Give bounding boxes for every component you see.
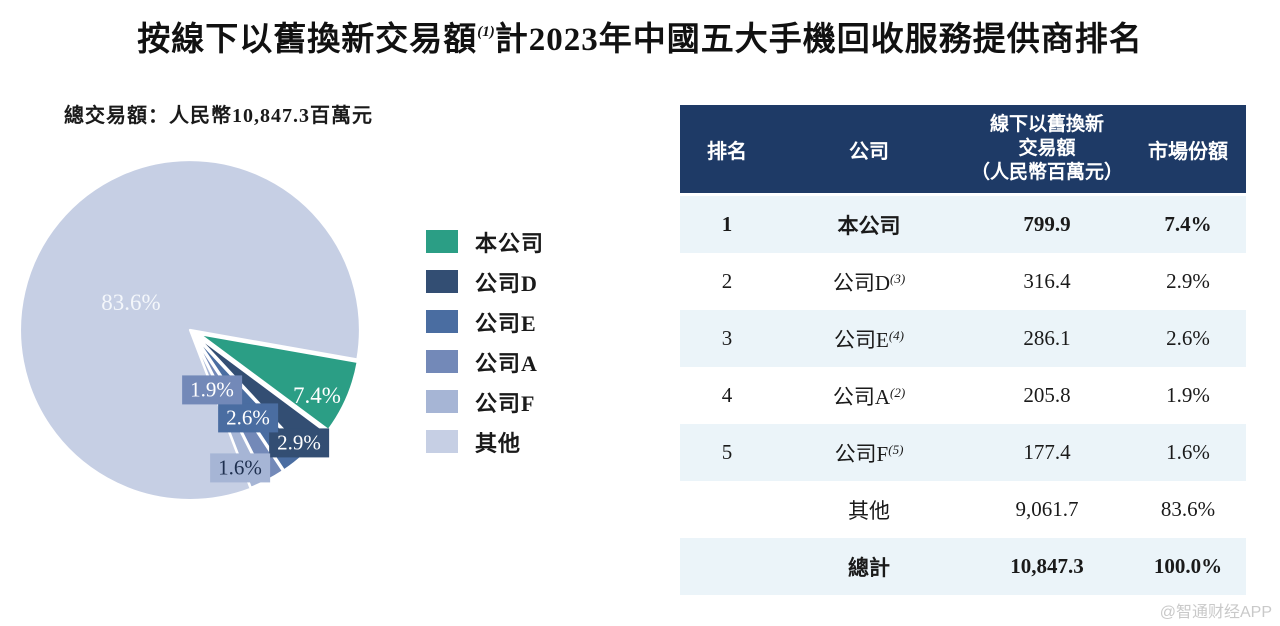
pie-chart: 7.4% 2.9% 2.6% 1.9% 1.6% 83.6% [20, 160, 360, 500]
table-row: 其他 9,061.7 83.6% [680, 481, 1246, 538]
header-transaction-value: 線下以舊換新 交易額 （人民幣百萬元） [964, 113, 1130, 184]
table-row: 3 公司E(4) 286.1 2.6% [680, 310, 1246, 367]
pie-chart-svg [20, 160, 360, 500]
cell-company: 總計 [848, 555, 890, 580]
legend-swatch [426, 270, 458, 293]
table-row: 1 本公司 799.9 7.4% [680, 196, 1246, 253]
pie-legend: 本公司公司D 公司E 公司A 公司F 其他 [426, 230, 544, 456]
header-rank: 排名 [707, 140, 747, 163]
legend-item-5: 公司F [426, 390, 544, 416]
table-header-row: 排名 公司 線下以舊換新 交易額 （人民幣百萬元） 市場份額 [680, 105, 1246, 193]
legend-item-3: 公司E [426, 310, 544, 336]
table-row: 4 公司A(2) 205.8 1.9% [680, 367, 1246, 424]
cell-transaction-value: 10,847.3 [1010, 554, 1084, 578]
cell-company-footnote: (2) [890, 384, 906, 400]
title-footnote-superscript: (1) [477, 24, 495, 40]
total-transaction-label: 總交易額：人民幣10,847.3百萬元 [64, 105, 373, 127]
legend-swatch [426, 430, 458, 453]
legend-item-2: 公司D [426, 270, 544, 296]
cell-transaction-value: 177.4 [1023, 440, 1071, 464]
cell-market-share: 7.4% [1164, 212, 1212, 236]
cell-company: 公司F(5) [834, 441, 904, 466]
cell-market-share: 2.6% [1166, 326, 1210, 350]
title-part2: 計2023年中國五大手機回收服務提供商排名 [494, 22, 1143, 58]
legend-swatch [426, 230, 458, 253]
page-title: 按線下以舊換新交易額(1)計2023年中國五大手機回收服務提供商排名 [0, 12, 1280, 60]
cell-rank: 3 [721, 326, 733, 350]
table-row: 總計 10,847.3 100.0% [680, 538, 1246, 595]
cell-company: 其他 [848, 498, 890, 523]
legend-item-1: 本公司 [426, 230, 544, 256]
cell-transaction-value: 316.4 [1023, 269, 1071, 293]
legend-label: 本公司 [475, 230, 545, 256]
pie-label-company: 7.4% [293, 383, 341, 409]
table-body: 1 本公司 799.9 7.4% 2 公司D(3) 316.4 2.9% 3 公司E(4) 286.… [680, 196, 1246, 595]
legend-label: 公司A [475, 350, 538, 376]
cell-company: 公司A(2) [832, 384, 906, 409]
cell-market-share: 1.9% [1166, 383, 1210, 407]
cell-company-footnote: (3) [890, 270, 906, 286]
cell-transaction-value: 205.8 [1023, 383, 1071, 407]
table-row: 2 公司D(3) 316.4 2.9% [680, 253, 1246, 310]
legend-swatch [426, 350, 458, 373]
cell-transaction-value: 9,061.7 [1015, 497, 1079, 521]
cell-company: 公司E(4) [834, 327, 904, 352]
legend-label: 其他 [475, 430, 522, 456]
pie-label-others: 83.6% [101, 290, 161, 316]
cell-transaction-value: 799.9 [1023, 212, 1071, 236]
header-market-share: 市場份額 [1148, 140, 1228, 163]
cell-market-share: 83.6% [1160, 497, 1216, 521]
pie-label-company-f: 1.6% [210, 453, 270, 483]
legend-swatch [426, 390, 458, 413]
cell-company: 本公司 [837, 213, 901, 238]
header-transaction-value-line2: 交易額 [1018, 138, 1076, 160]
pie-label-company-a: 1.9% [182, 375, 242, 405]
cell-market-share: 100.0% [1153, 554, 1223, 578]
cell-transaction-value: 286.1 [1023, 326, 1071, 350]
header-transaction-value-line3: （人民幣百萬元） [970, 161, 1123, 183]
legend-label: 公司D [475, 270, 538, 296]
cell-company: 公司D(3) [832, 270, 906, 295]
header-transaction-value-line1: 線下以舊換新 [989, 114, 1104, 136]
cell-market-share: 1.6% [1166, 440, 1210, 464]
cell-company-footnote: (5) [888, 441, 904, 457]
legend-label: 公司F [475, 390, 536, 416]
cell-market-share: 2.9% [1166, 269, 1210, 293]
cell-company-footnote: (4) [888, 327, 904, 343]
title-part1: 按線下以舊換新交易額 [137, 22, 478, 58]
cell-rank: 4 [721, 383, 733, 407]
legend-item-4: 公司A [426, 350, 544, 376]
cell-rank: 5 [721, 440, 733, 464]
header-company: 公司 [849, 140, 889, 163]
legend-label: 公司E [475, 310, 537, 336]
table-row: 5 公司F(5) 177.4 1.6% [680, 424, 1246, 481]
pie-label-company-d: 2.9% [269, 428, 329, 458]
legend-swatch [426, 310, 458, 333]
cell-rank: 1 [721, 212, 733, 236]
ranking-table: 排名 公司 線下以舊換新 交易額 （人民幣百萬元） 市場份額 1 本公司 799.9… [680, 105, 1246, 595]
pie-slice-6 [20, 160, 360, 500]
watermark: @智通财经APP [1159, 604, 1272, 621]
cell-rank: 2 [721, 269, 733, 293]
legend-item-6: 其他 [426, 430, 544, 456]
pie-label-company-e: 2.6% [218, 403, 278, 433]
